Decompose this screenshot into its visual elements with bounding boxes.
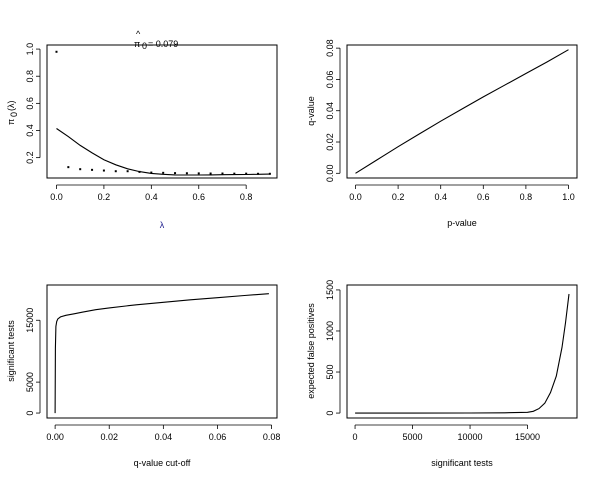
- y-tick-label: 0.08: [325, 39, 335, 57]
- x-tick-label: 0.02: [100, 432, 118, 442]
- x-tick-label: 5000: [403, 432, 423, 442]
- plot-frame: [346, 284, 578, 419]
- x-tick-label: 0.0: [349, 192, 362, 202]
- panel-false-positives: 0 500 1000 1500 0 5000 10000 15000 significant…: [306, 280, 578, 468]
- y-tick-label: 0.4: [25, 124, 35, 137]
- data-point: [102, 169, 105, 172]
- y-tick-label: 0.04: [325, 102, 335, 120]
- series-line: [54, 293, 269, 414]
- data-point: [162, 171, 165, 174]
- series-line: [355, 49, 569, 174]
- chart-title-value: = 0.079: [148, 39, 178, 49]
- x-tick-label: 10000: [458, 432, 483, 442]
- data-point: [55, 50, 58, 53]
- y-tick-label: 5000: [25, 372, 35, 392]
- x-tick-label: 15000: [515, 432, 540, 442]
- data-point: [197, 172, 200, 175]
- y-tick-label: 500: [325, 365, 335, 380]
- panel-sig-tests-vs-qcutoff: 0 5000 15000 0.00 0.02 0.04 0.06 0.08 q-value …: [6, 284, 281, 468]
- data-point: [245, 172, 248, 175]
- y-tick-label: 1.0: [25, 43, 35, 56]
- y-tick-label: 15000: [25, 308, 35, 333]
- title-sub: 0: [142, 41, 147, 51]
- y-tick-label: 1000: [325, 321, 335, 341]
- y-axis-label: π 0 (λ): [6, 101, 19, 126]
- panel-q-vs-p: 0.000.020.040.060.08 0.0 0.2 0.4 0.6 0.8 1.0 …: [306, 39, 578, 228]
- data-point: [114, 170, 117, 173]
- x-tick-label: 0.8: [520, 192, 533, 202]
- x-tick-label: 0.2: [98, 192, 111, 202]
- x-tick-label: 1.0: [562, 192, 575, 202]
- y-tick-label: 0.00: [325, 165, 335, 183]
- y-tick-label: 0: [25, 411, 35, 416]
- ylabel-sub: 0: [9, 112, 19, 117]
- x-tick-label: 0.06: [209, 432, 227, 442]
- data-point: [233, 172, 236, 175]
- data-point: [67, 166, 70, 169]
- plot-frame: [46, 44, 278, 179]
- y-axis-label: significant tests: [6, 320, 16, 382]
- y-tick-label: 0.6: [25, 97, 35, 110]
- y-tick-label: 0.06: [325, 71, 335, 89]
- x-tick-label: 0.04: [155, 432, 173, 442]
- ylabel-pi: π: [6, 119, 16, 125]
- series-line: [355, 293, 570, 414]
- y-tick-label: 0: [325, 411, 335, 416]
- x-tick-label: 0.08: [263, 432, 281, 442]
- x-tick-label: 0.6: [192, 192, 205, 202]
- panel-pi0-lambda: 0.2 0.4 0.6 0.8 1.0 0.0 0.2 0.4 0.6 0.8 π ^ 0 = …: [6, 29, 278, 230]
- x-tick-label: 0: [353, 432, 358, 442]
- x-axis-label: significant tests: [431, 458, 493, 468]
- x-tick-label: 0.4: [145, 192, 158, 202]
- x-tick-label: 0.4: [434, 192, 447, 202]
- y-tick-label: 0.02: [325, 133, 335, 151]
- smoother-line: [56, 128, 270, 176]
- title-pi: π: [134, 39, 140, 49]
- plot-frame: [346, 44, 578, 179]
- x-axis-label: λ: [160, 220, 165, 230]
- x-tick-label: 0.6: [477, 192, 490, 202]
- x-tick-label: 0.00: [46, 432, 64, 442]
- data-point: [79, 168, 82, 171]
- data-point: [209, 172, 212, 175]
- x-tick-label: 0.8: [240, 192, 253, 202]
- data-point: [150, 171, 153, 174]
- y-tick-label: 1500: [325, 280, 335, 300]
- y-tick-label: 0.8: [25, 70, 35, 83]
- y-axis-label: expected false positives: [306, 303, 316, 399]
- y-tick-label: 0.2: [25, 151, 35, 164]
- x-tick-label: 0.0: [50, 192, 63, 202]
- data-point: [221, 172, 224, 175]
- ylabel-lambda: (λ): [6, 101, 16, 112]
- data-point: [185, 172, 188, 175]
- title-hat: ^: [136, 29, 141, 39]
- x-axis-label: p-value: [447, 218, 477, 228]
- x-axis-label: q-value cut-off: [134, 458, 191, 468]
- data-point: [91, 168, 94, 171]
- x-tick-label: 0.2: [392, 192, 405, 202]
- y-axis-label: q-value: [306, 96, 316, 126]
- plot-frame: [46, 284, 278, 419]
- data-point: [174, 172, 177, 175]
- data-point: [126, 170, 129, 173]
